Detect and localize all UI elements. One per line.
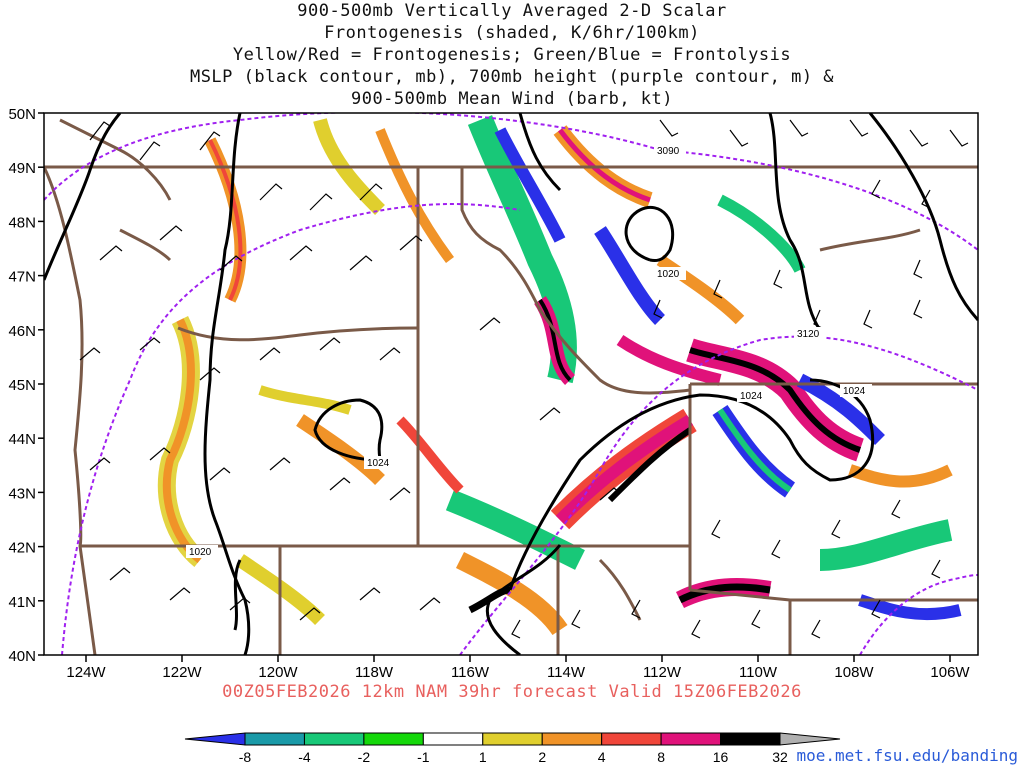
title-line-2: Frontogenesis (shaded, K/6hr/100km) [324, 23, 700, 43]
lat-tick-label: 40N [8, 648, 36, 665]
colorbar-segment [720, 732, 781, 746]
lat-tick-label: 43N [8, 485, 36, 502]
title-line-4: MSLP (black contour, mb), 700mb height (… [189, 67, 835, 87]
colorbar-segment [184, 732, 246, 746]
colorbar-label: 1 [479, 749, 487, 765]
state-borders [44, 118, 978, 655]
contour-labels: 3090 3120 1020 1020 1024 1024 1024 [186, 144, 872, 558]
title-block: 900-500mb Vertically Averaged 2-D Scalar… [0, 0, 1024, 110]
lon-tick-label: 118W [355, 664, 394, 681]
lat-tick-label: 46N [8, 323, 36, 340]
title-line-3: Yellow/Red = Frontogenesis; Green/Blue =… [232, 45, 792, 65]
colorbar-label: 16 [713, 749, 729, 765]
colorbar-segment [482, 732, 543, 746]
height-label-3120: 3120 [797, 329, 820, 340]
lon-tick-label: 112W [643, 664, 682, 681]
lon-tick-label: 116W [451, 664, 490, 681]
longitude-axis: 124W 122W 120W 118W 116W 114W 112W 110W 108W 106W [66, 655, 970, 681]
source-credit[interactable]: moe.met.fsu.edu/banding [796, 746, 1018, 765]
lat-tick-label: 50N [8, 106, 36, 123]
colorbar-label: 4 [598, 749, 606, 765]
pressure-label-1020-a: 1020 [657, 269, 680, 280]
pressure-label-1020-b: 1020 [189, 547, 212, 558]
lat-tick-label: 48N [8, 214, 36, 231]
lat-tick-label: 45N [8, 377, 36, 394]
pressure-label-1024-c: 1024 [843, 386, 866, 397]
colorbar-label: -1 [417, 749, 430, 765]
colorbar-label: -2 [358, 749, 371, 765]
title-line-5: 900-500mb Mean Wind (barb, kt) [350, 89, 674, 109]
title-line-1: 900-500mb Vertically Averaged 2-D Scalar [297, 1, 727, 21]
lon-tick-label: 106W [930, 664, 970, 681]
lon-tick-label: 108W [834, 664, 874, 681]
forecast-valid-time: 00Z05FEB2026 12km NAM 39hr forecast Vali… [222, 682, 802, 702]
lat-tick-label: 49N [8, 160, 36, 177]
lat-tick-label: 44N [8, 431, 36, 448]
lat-tick-label: 42N [8, 540, 36, 557]
colorbar-segment [541, 732, 603, 746]
colorbar-segment [779, 732, 841, 746]
frontogenesis-shading [157, 115, 962, 636]
colorbar-segment [660, 732, 722, 746]
lon-tick-label: 120W [258, 664, 298, 681]
pressure-label-1024-a: 1024 [367, 458, 390, 469]
lat-tick-label: 41N [8, 594, 36, 611]
lon-tick-label: 122W [162, 664, 202, 681]
height-label-3090: 3090 [657, 146, 680, 157]
lon-tick-label: 114W [547, 664, 586, 681]
lon-tick-label: 110W [739, 664, 778, 681]
map-plot-area [44, 113, 978, 655]
pressure-label-1024-b: 1024 [740, 391, 763, 402]
colorbar-label: -8 [239, 749, 252, 765]
wind-barbs [79, 119, 969, 639]
colorbar-segment [601, 732, 662, 746]
colorbar-label: 32 [772, 749, 788, 765]
colorbar-segment [244, 732, 305, 746]
colorbar: -8 -4 -2 -1 1 2 4 8 16 32 [184, 732, 841, 765]
colorbar-label: 2 [538, 749, 546, 765]
colorbar-label: 8 [657, 749, 665, 765]
colorbar-segment [303, 732, 365, 746]
latitude-axis: 50N 49N 48N 47N 46N 45N 44N 43N 42N 41N 40N [8, 106, 44, 665]
lat-tick-label: 47N [8, 269, 36, 286]
lon-tick-label: 124W [66, 664, 106, 681]
colorbar-segment [363, 732, 424, 746]
colorbar-segment [422, 732, 484, 746]
height-700mb-contours [44, 113, 978, 655]
colorbar-label: -4 [298, 749, 311, 765]
mslp-contours [44, 113, 978, 655]
